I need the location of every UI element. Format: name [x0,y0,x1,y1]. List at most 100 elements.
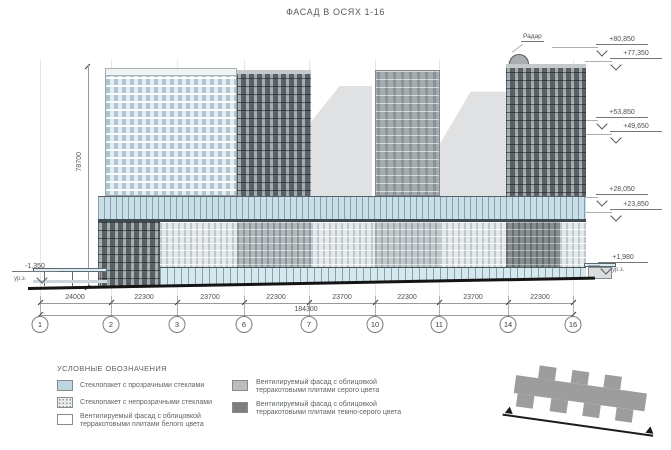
axis-bubble: 11 [430,316,448,333]
glazed-band [98,196,586,222]
dim-total-label: 184300 [294,306,318,313]
axis-bubble: 14 [499,316,517,333]
tower-axes-10-11-gray [375,70,440,196]
ground-level-note: ур.з. [14,276,27,282]
right-low-canopy [584,263,616,267]
elevation-value: +1,980 [612,254,634,261]
axis-bubble: 6 [235,316,253,333]
vertical-dim-label: 78700 [76,152,83,172]
axis-bubble: 16 [564,316,582,333]
dim-segment-label: 23700 [332,294,352,301]
dim-segment-label: 23700 [200,294,220,301]
elevation-mark: +80,850 [596,36,648,45]
dim-extension-line [177,296,178,316]
view-direction-arrow-icon [504,406,514,415]
tower-axes-2-3 [105,68,237,196]
dim-extension-line [508,296,509,316]
dimension-line-total [40,315,573,316]
dim-extension-line [439,296,440,316]
dim-extension-line [111,296,112,316]
elevation-value: -1,350 [25,263,45,270]
dim-extension-line [309,296,310,316]
ground-level-note: ур.з. [612,267,625,273]
elevation-arrow-icon [610,132,622,144]
dim-extension-line [244,296,245,316]
legend-swatch-facade-gray [232,380,248,391]
dim-segment-label: 22300 [266,294,286,301]
elevation-value: +80,850 [609,36,635,43]
background-building-mass [440,91,508,196]
elevation-value: +53,850 [609,109,635,116]
elevation-mark: +28,050 [596,186,648,195]
key-plan-tab [515,393,535,409]
legend-swatch-glass-clear [57,380,73,391]
legend-swatch-facade-white [57,414,73,425]
tower-axes-6-7-dark [237,70,311,196]
tower-axes-14-16-dark [506,64,586,196]
axis-gridline [40,60,41,316]
axis-bubble: 2 [102,316,120,333]
right-low-structure [588,267,612,279]
dim-segment-label: 22300 [134,294,154,301]
entrance-canopy [33,268,107,272]
dim-extension-line [375,296,376,316]
key-plan-tab [603,374,622,390]
elevation-value: +49,650 [623,123,649,130]
legend-swatch-glass-opaque [57,397,73,408]
site-key-plan [500,352,670,450]
level-leader-line [552,47,598,48]
dim-segment-label: 22300 [397,294,417,301]
legend-label: Вентилируемый фасад с облицовкой террако… [256,379,380,395]
key-plan-tab [570,369,590,386]
canopy-post [72,272,73,286]
building-base [98,222,586,288]
dim-extension-line [40,296,41,316]
elevation-arrow-icon [596,45,608,57]
level-leader-line [588,265,600,266]
radar-leader-line [511,44,523,53]
elevation-arrow-icon [610,210,622,222]
tower-parapet [105,68,237,76]
dimension-line-segments [40,303,573,304]
level-leader-line [586,212,612,213]
elevation-arrow-icon [596,118,608,130]
view-direction-arrow-icon [645,425,655,434]
radar-label: Радар [521,33,544,42]
dim-segment-label: 22300 [530,294,550,301]
elevation-value: +28,050 [609,186,635,193]
legend-heading: УСЛОВНЫЕ ОБОЗНАЧЕНИЯ [57,364,167,373]
dim-segment-label: 23700 [463,294,483,301]
key-plan-tab [549,398,569,414]
axis-bubble: 1 [31,316,49,333]
elevation-arrow-icon [596,195,608,207]
level-leader-line [586,120,598,121]
key-plan-tab [614,407,634,423]
vertical-dim-line [88,67,89,288]
legend-label: Вентилируемый фасад с облицовкой террако… [80,413,204,429]
canopy-post [44,272,45,286]
canopy-lower-slab [33,280,107,283]
elevation-mark: +53,850 [596,109,648,118]
axis-bubble: 3 [168,316,186,333]
canopy-post [100,272,101,286]
radar-dome [509,54,529,64]
level-leader-line [585,61,612,62]
elevation-arrow-icon [610,59,622,71]
elevation-mark: +49,650 [610,123,662,132]
drawing-title: ФАСАД В ОСЯХ 1-16 [286,7,385,17]
base-section-dark [98,222,160,288]
axis-bubble: 7 [300,316,318,333]
legend-label: Стеклопакет с непрозрачными стеклами [80,399,213,406]
tower-parapet [506,64,586,68]
level-leader-line [586,134,612,135]
legend-label: Стеклопакет с прозрачными стеклами [80,382,205,389]
level-leader-line [586,197,598,198]
dim-extension-line [573,296,574,316]
axis-bubble: 10 [366,316,384,333]
legend-label: Вентилируемый фасад с облицовкой террако… [256,401,402,417]
elevation-mark: +23,850 [610,201,662,210]
elevation-mark: -1,350 [12,263,58,272]
key-plan-tab [582,402,601,419]
elevation-mark: +77,350 [610,50,662,59]
